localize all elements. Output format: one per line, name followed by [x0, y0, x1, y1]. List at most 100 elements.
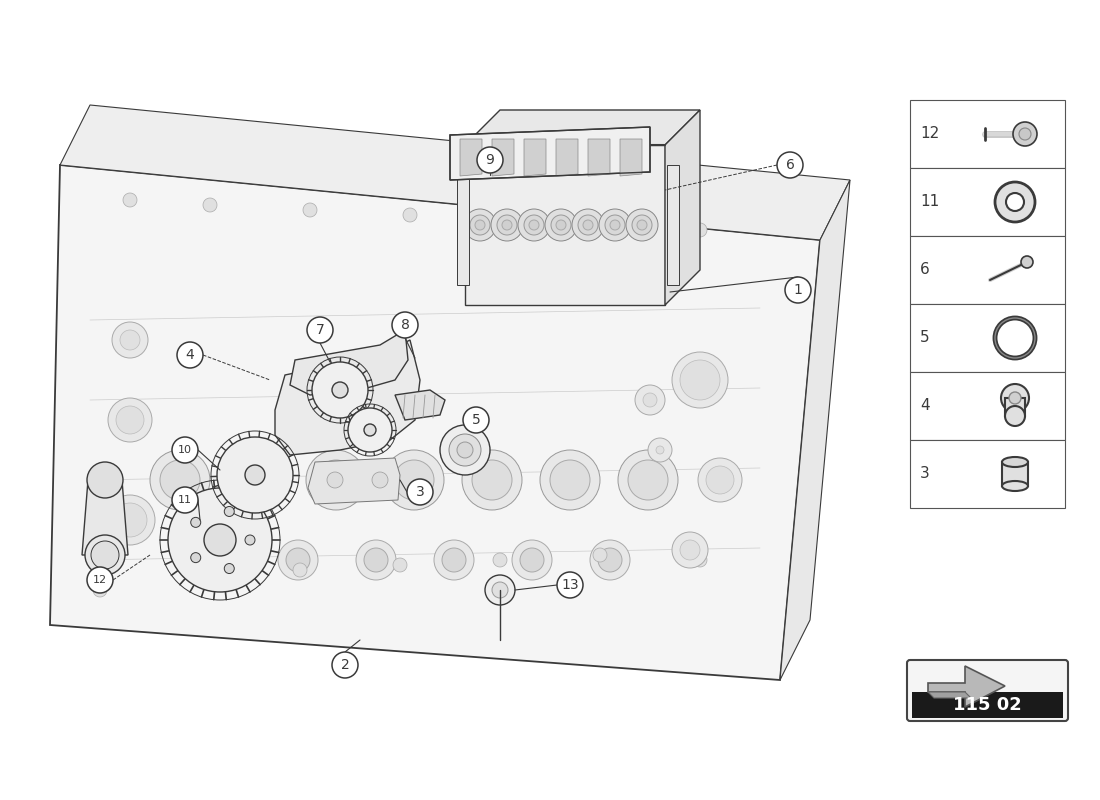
- Circle shape: [590, 540, 630, 580]
- Circle shape: [706, 466, 734, 494]
- Circle shape: [120, 330, 140, 350]
- Circle shape: [544, 209, 578, 241]
- Circle shape: [557, 572, 583, 598]
- Circle shape: [245, 465, 265, 485]
- Circle shape: [693, 223, 707, 237]
- Polygon shape: [928, 666, 1005, 707]
- Text: 5: 5: [920, 330, 929, 346]
- Circle shape: [91, 541, 119, 569]
- Circle shape: [407, 479, 433, 505]
- Circle shape: [593, 548, 607, 562]
- Circle shape: [512, 540, 552, 580]
- Text: 3: 3: [416, 485, 425, 499]
- Circle shape: [286, 548, 310, 572]
- Circle shape: [434, 540, 474, 580]
- Circle shape: [644, 393, 657, 407]
- Polygon shape: [524, 139, 546, 176]
- Circle shape: [475, 220, 485, 230]
- Text: 12: 12: [920, 126, 939, 142]
- Bar: [910, 168, 1065, 236]
- Circle shape: [278, 540, 318, 580]
- Circle shape: [160, 460, 200, 500]
- Circle shape: [172, 437, 198, 463]
- Circle shape: [529, 220, 539, 230]
- Bar: [910, 100, 1065, 168]
- Text: 8: 8: [400, 318, 409, 332]
- Circle shape: [462, 450, 522, 510]
- Circle shape: [245, 535, 255, 545]
- Polygon shape: [588, 139, 610, 176]
- Circle shape: [348, 408, 392, 452]
- Bar: [910, 304, 1065, 372]
- Polygon shape: [308, 458, 400, 504]
- Text: 4: 4: [186, 348, 195, 362]
- Polygon shape: [928, 692, 971, 698]
- Circle shape: [113, 503, 147, 537]
- Circle shape: [578, 215, 598, 235]
- Text: 3: 3: [920, 466, 929, 482]
- Circle shape: [394, 460, 435, 500]
- Circle shape: [190, 553, 200, 562]
- Circle shape: [470, 215, 490, 235]
- Circle shape: [238, 460, 278, 500]
- Circle shape: [172, 487, 198, 513]
- Circle shape: [603, 218, 617, 232]
- Circle shape: [104, 495, 155, 545]
- Text: 9: 9: [485, 153, 494, 167]
- Polygon shape: [1002, 462, 1028, 486]
- Circle shape: [440, 425, 490, 475]
- Circle shape: [520, 548, 544, 572]
- Circle shape: [449, 434, 481, 466]
- Circle shape: [85, 535, 125, 575]
- Ellipse shape: [1002, 481, 1028, 491]
- Polygon shape: [465, 110, 700, 145]
- Circle shape: [204, 198, 217, 212]
- Circle shape: [356, 540, 396, 580]
- Circle shape: [632, 215, 652, 235]
- Circle shape: [204, 524, 236, 556]
- Text: 1: 1: [793, 283, 802, 297]
- Text: 6: 6: [785, 158, 794, 172]
- Circle shape: [1009, 392, 1021, 404]
- Circle shape: [600, 209, 631, 241]
- Circle shape: [1021, 256, 1033, 268]
- Bar: [910, 440, 1065, 508]
- Circle shape: [168, 488, 272, 592]
- Polygon shape: [556, 139, 578, 176]
- Circle shape: [224, 506, 234, 517]
- Circle shape: [672, 532, 708, 568]
- Circle shape: [393, 558, 407, 572]
- Circle shape: [680, 540, 700, 560]
- Circle shape: [610, 220, 620, 230]
- Bar: [912, 692, 1063, 718]
- Circle shape: [672, 352, 728, 408]
- Text: EUR: EUR: [56, 299, 340, 421]
- Circle shape: [540, 450, 600, 510]
- Text: 115 02: 115 02: [953, 696, 1022, 714]
- Circle shape: [626, 209, 658, 241]
- Text: 6: 6: [920, 262, 929, 278]
- Circle shape: [656, 446, 664, 454]
- Circle shape: [618, 450, 678, 510]
- Circle shape: [150, 450, 210, 510]
- Circle shape: [332, 382, 348, 398]
- Circle shape: [442, 548, 466, 572]
- Circle shape: [1013, 122, 1037, 146]
- Circle shape: [502, 220, 512, 230]
- Circle shape: [108, 398, 152, 442]
- Circle shape: [583, 220, 593, 230]
- Polygon shape: [456, 165, 469, 285]
- Bar: [910, 372, 1065, 440]
- Circle shape: [177, 342, 204, 368]
- Text: 13: 13: [561, 578, 579, 592]
- Circle shape: [464, 209, 496, 241]
- Circle shape: [550, 460, 590, 500]
- Circle shape: [680, 360, 720, 400]
- Polygon shape: [492, 139, 514, 176]
- Polygon shape: [465, 145, 666, 305]
- Circle shape: [456, 442, 473, 458]
- Text: 5: 5: [472, 413, 481, 427]
- Circle shape: [485, 575, 515, 605]
- Circle shape: [332, 652, 358, 678]
- Circle shape: [306, 450, 366, 510]
